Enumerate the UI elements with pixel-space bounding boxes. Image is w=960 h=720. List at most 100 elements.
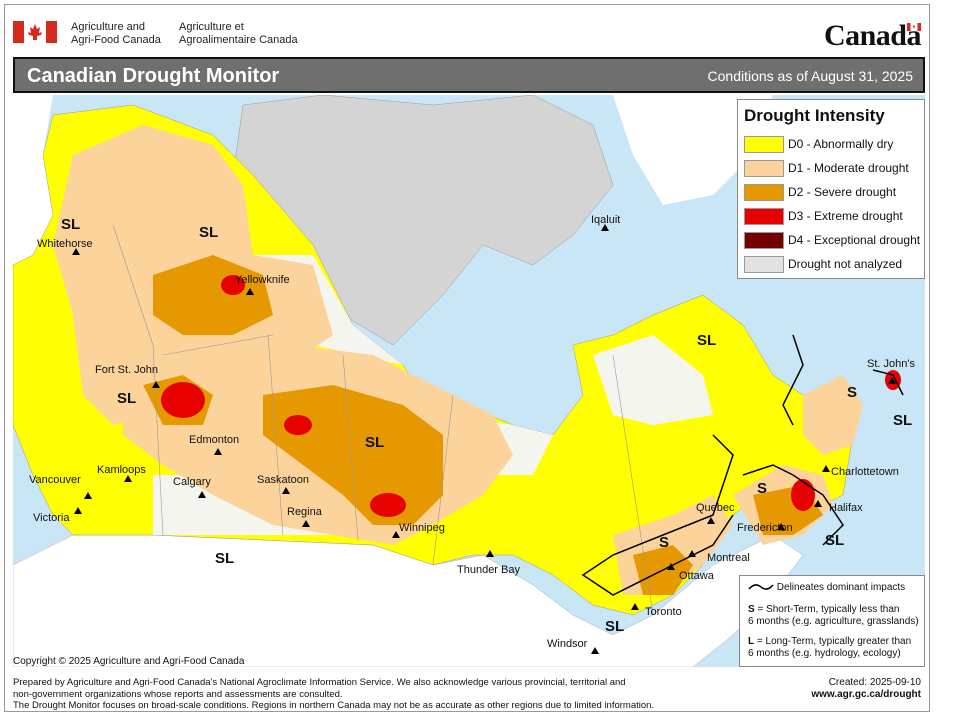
legend-label-not-analyzed: Drought not analyzed	[788, 257, 903, 271]
marker-vancouver	[84, 492, 92, 499]
label-winnipeg: Winnipeg	[399, 522, 445, 534]
label-toronto: Toronto	[645, 606, 682, 618]
d2-nwt	[153, 255, 273, 335]
legend-swatch-d1	[744, 160, 784, 177]
created-date: Created: 2025-09-10	[828, 677, 921, 688]
legend-title: Drought Intensity	[744, 106, 885, 125]
legend-swatch-d3	[744, 208, 784, 225]
footer-notes: Prepared by Agriculture and Agri-Food Ca…	[13, 677, 663, 712]
label-vancouver: Vancouver	[29, 474, 81, 486]
marker-thunder-bay	[486, 550, 494, 557]
d3-yellowknife	[221, 275, 245, 295]
label-halifax: Halifax	[829, 502, 863, 514]
marker-regina	[302, 520, 310, 527]
marker-edmonton	[214, 448, 222, 455]
legend-swatch-d0	[744, 136, 784, 153]
label-kamloops: Kamloops	[97, 464, 146, 476]
marker-whitehorse	[72, 248, 80, 255]
d3-sask	[284, 415, 312, 435]
impact-line-nfld	[782, 334, 804, 426]
label-montreal: Montreal	[707, 552, 750, 564]
impact-l-key: L	[748, 636, 755, 647]
impact-l-row: L = Long-Term, typically greater than 6 …	[748, 636, 911, 660]
impact-s-row: S = Short-Term, typically less than 6 mo…	[748, 604, 919, 628]
label-ottawa: Ottawa	[679, 570, 715, 582]
gov-en-line2: Agri-Food Canada	[71, 34, 161, 46]
legend: Drought Intensity D0 - Abnormally dry D1…	[737, 99, 925, 279]
impact-bc: SL	[117, 390, 136, 407]
impact-s-key: S	[748, 604, 755, 615]
impact-maritimes-sl: SL	[825, 532, 844, 549]
page-title: Canadian Drought Monitor	[27, 65, 280, 87]
legend-swatch-d4	[744, 232, 784, 249]
marker-halifax	[814, 500, 822, 507]
label-calgary: Calgary	[173, 476, 211, 488]
marker-saskatoon	[282, 487, 290, 494]
marker-kamloops	[124, 475, 132, 482]
label-victoria: Victoria	[33, 512, 70, 524]
impact-nfld-sl: SL	[893, 412, 912, 429]
label-regina: Regina	[287, 506, 323, 518]
label-quebec: Quebec	[696, 502, 735, 514]
hudson-bay	[413, 295, 583, 425]
gov-name-french: Agriculture et Agroalimentaire Canada	[179, 21, 298, 47]
impact-s-text-1: = Short-Term, typically less than	[757, 604, 900, 615]
d3-manitoba	[370, 493, 406, 517]
impact-prairies: SL	[365, 434, 384, 451]
impact-l-text-1: = Long-Term, typically greater than	[756, 636, 912, 647]
impact-yukon: SL	[61, 216, 80, 233]
label-yellowknife: Yellowknife	[235, 274, 290, 286]
province-boundaries	[112, 224, 654, 616]
header: Agriculture and Agri-Food Canada Agricul…	[5, 5, 929, 52]
wordmark-flag-icon	[907, 23, 921, 31]
marker-winnipeg	[392, 531, 400, 538]
marker-iqaluit	[601, 224, 609, 231]
impact-maritimes-s: S	[757, 480, 767, 497]
impact-line-maritimes	[742, 464, 844, 546]
conditions-date: Conditions as of August 31, 2025	[707, 68, 913, 84]
gov-fr-line1: Agriculture et	[179, 21, 244, 33]
impact-labrador: SL	[697, 332, 716, 349]
gov-name-english: Agriculture and Agri-Food Canada	[71, 21, 161, 47]
marker-victoria	[74, 507, 82, 514]
label-edmonton: Edmonton	[189, 434, 239, 446]
impact-nwt: SL	[199, 224, 218, 241]
city-labels: Whitehorse Yellowknife Iqaluit Fort St. …	[29, 214, 915, 650]
impact-line-label: Delineates dominant impacts	[776, 582, 906, 593]
d1-nfld	[803, 375, 863, 455]
marker-yellowknife	[246, 288, 254, 295]
greenland-land	[613, 95, 773, 205]
page-frame: Agriculture and Agri-Food Canada Agricul…	[4, 4, 930, 712]
legend-swatch-d2	[744, 184, 784, 201]
marker-windsor	[591, 647, 599, 654]
impact-line-icon	[748, 584, 774, 591]
copyright: Copyright © 2025 Agriculture and Agri-Fo…	[13, 656, 245, 667]
map-canvas: Whitehorse Yellowknife Iqaluit Fort St. …	[13, 95, 925, 667]
d3-fort-st-john	[161, 382, 205, 418]
impact-labels: SL SL SL SL SL SL S SL S SL S SL	[61, 216, 912, 635]
gov-en-line1: Agriculture and	[71, 21, 145, 33]
marker-ottawa	[667, 563, 675, 570]
impact-s-text-2: 6 months (e.g. agriculture, grasslands)	[748, 616, 919, 627]
legend-label-d2: D2 - Severe drought	[788, 185, 897, 199]
marker-fort-st-john	[152, 381, 160, 388]
created-info: Created: 2025-09-10 www.agr.gc.ca/drough…	[811, 677, 921, 701]
label-fredericton: Fredericton	[737, 522, 793, 534]
label-saskatoon: Saskatoon	[257, 474, 309, 486]
no-drought-east	[593, 335, 713, 425]
marker-fredericton	[777, 523, 785, 530]
drought-url-link[interactable]: www.agr.gc.ca/drought	[811, 689, 921, 700]
alaska-land	[13, 95, 53, 265]
marker-st-johns	[888, 377, 896, 384]
impact-l-text-2: 6 months (e.g. hydrology, ecology)	[748, 648, 901, 659]
footer-line1: Prepared by Agriculture and Agri-Food Ca…	[13, 677, 626, 688]
footer-line2: non-government organizations whose repor…	[13, 688, 343, 700]
label-windsor: Windsor	[547, 638, 588, 650]
drought-map[interactable]: Whitehorse Yellowknife Iqaluit Fort St. …	[13, 95, 925, 667]
city-markers	[72, 224, 896, 654]
label-thunder-bay: Thunder Bay	[457, 564, 520, 576]
d3-nb	[791, 479, 815, 511]
label-whitehorse: Whitehorse	[37, 238, 93, 250]
legend-label-d1: D1 - Moderate drought	[788, 161, 909, 175]
canada-flag-icon	[13, 21, 57, 43]
